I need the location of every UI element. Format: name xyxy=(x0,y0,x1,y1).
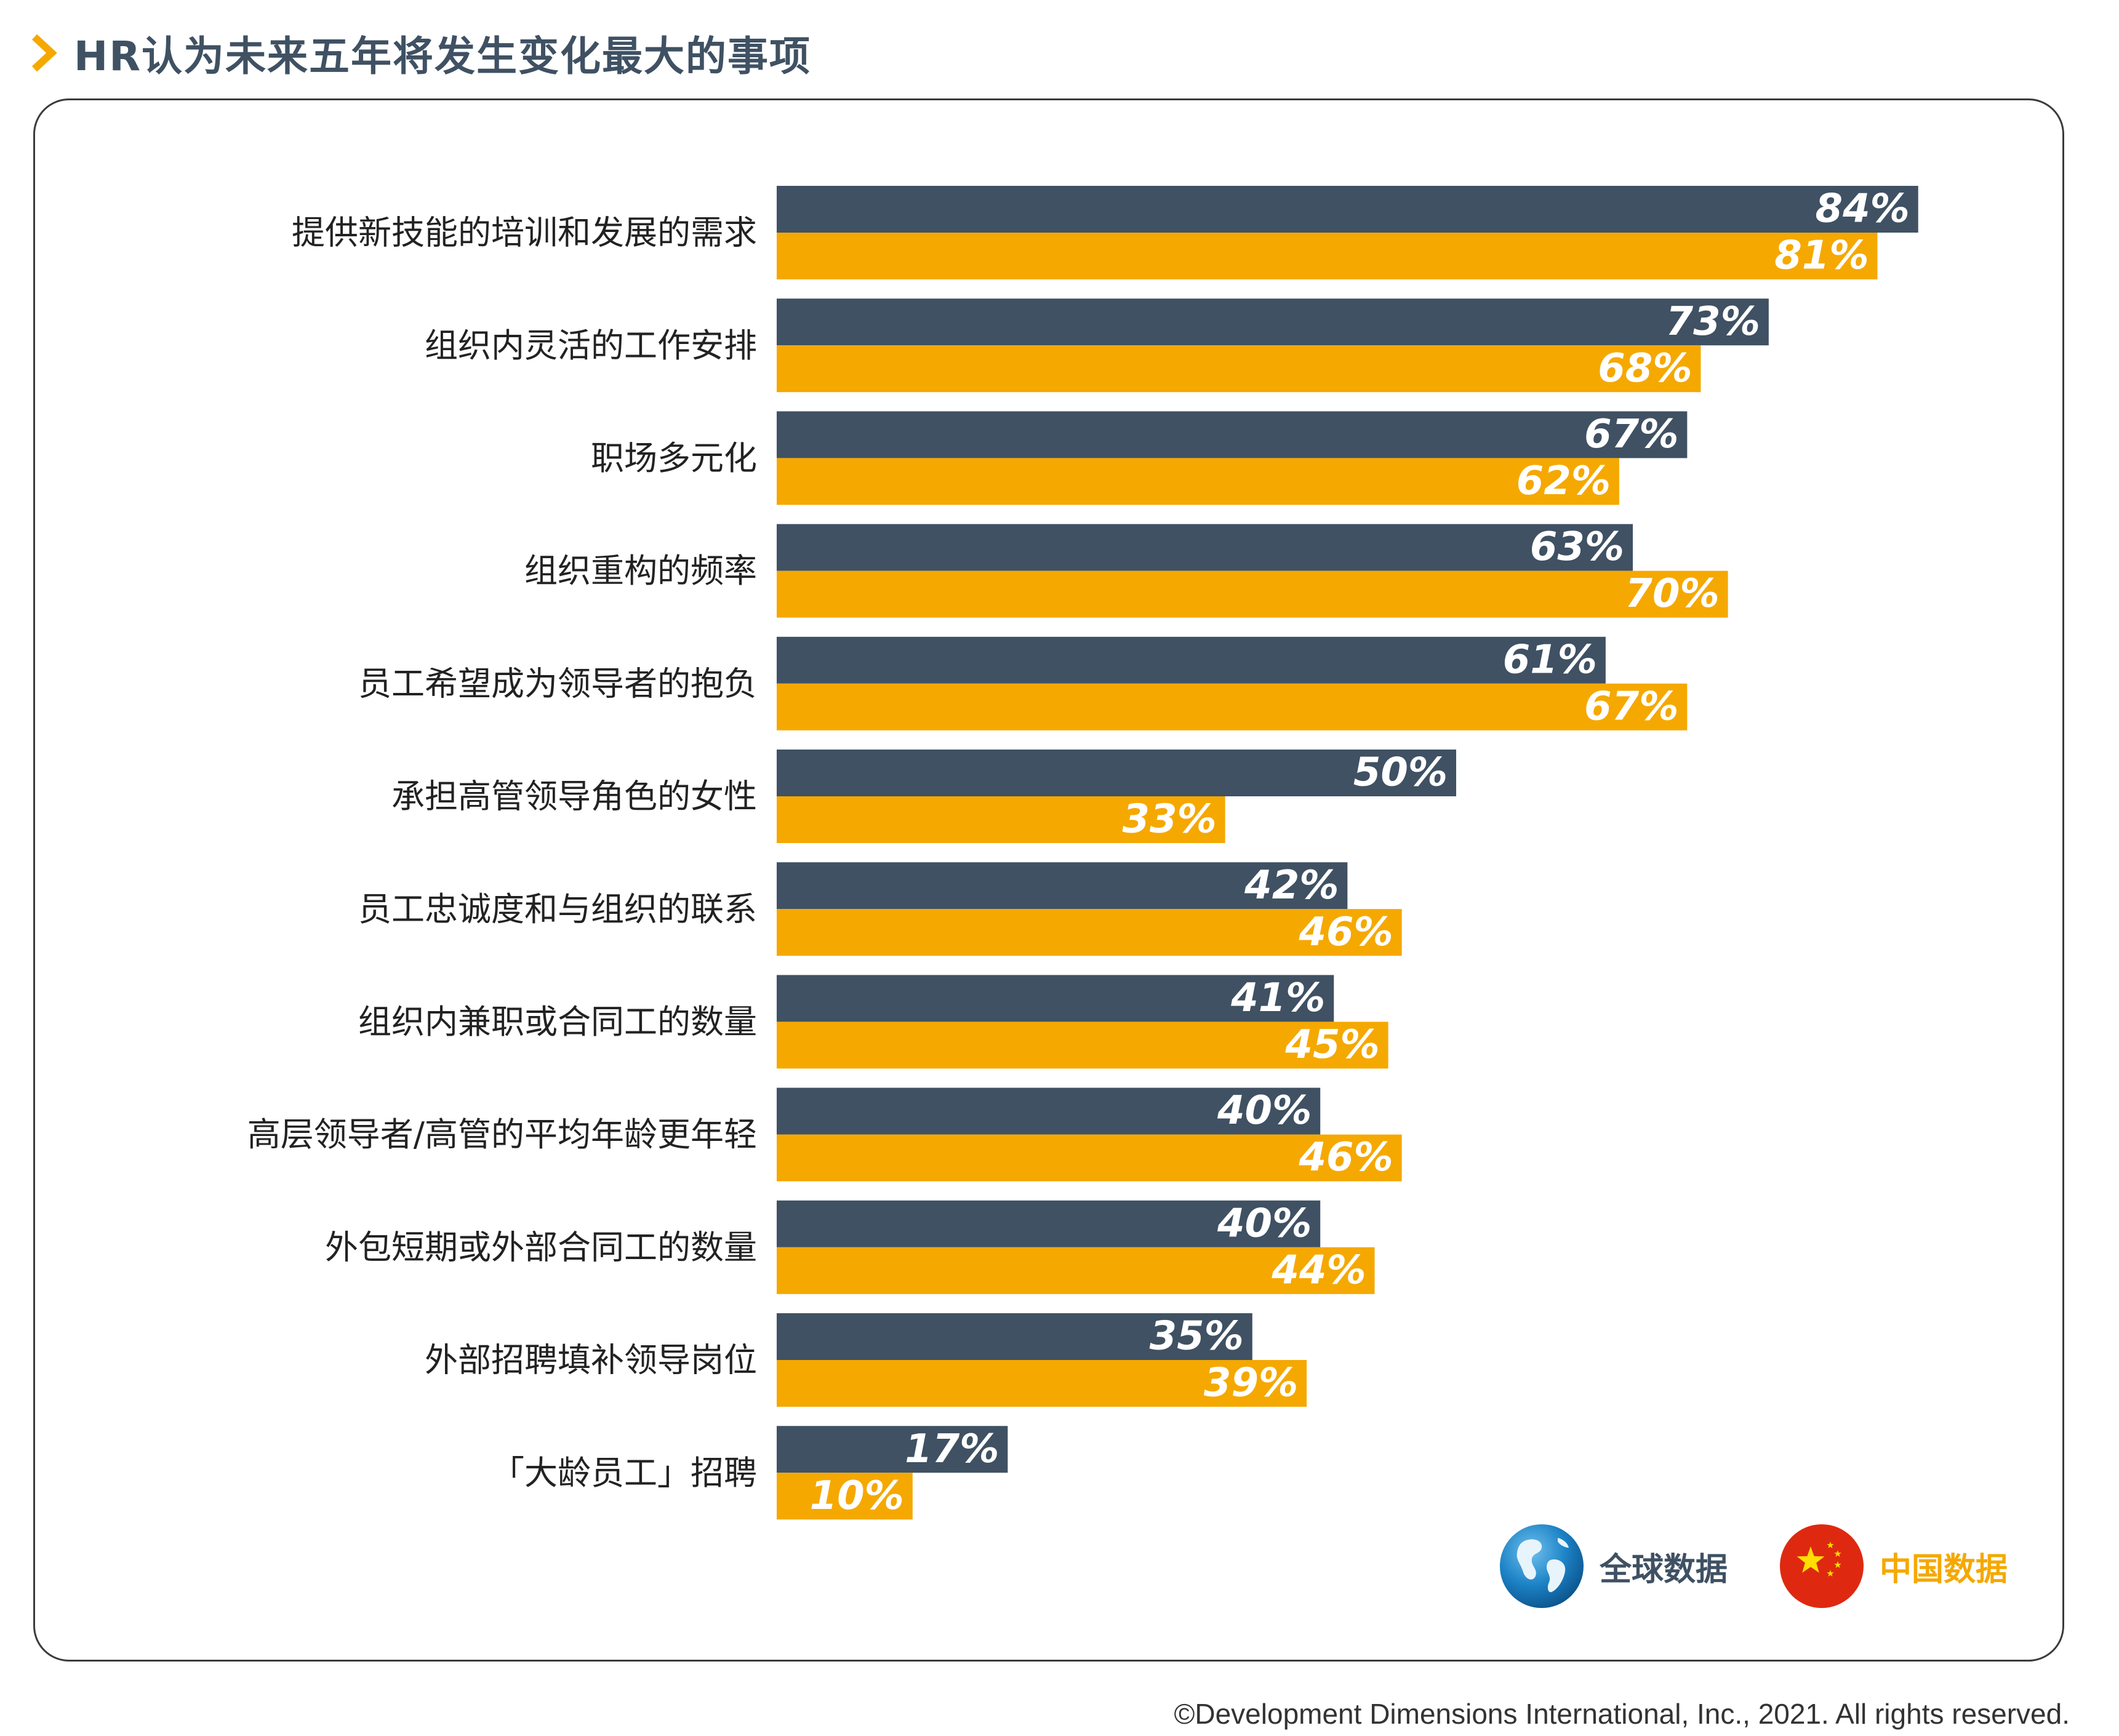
data-label-global: 73% xyxy=(1666,299,1760,345)
bar-global xyxy=(777,298,1769,346)
data-label-global: 40% xyxy=(1217,1201,1312,1246)
data-label-china: 67% xyxy=(1584,684,1678,729)
data-label-global: 63% xyxy=(1530,524,1624,570)
data-label-china: 62% xyxy=(1516,458,1611,504)
data-label-global: 67% xyxy=(1584,412,1678,457)
category-label: 承担高管领导角色的女性 xyxy=(391,777,757,816)
bar-global xyxy=(777,1200,1321,1247)
category-label: 组织内兼职或合同工的数量 xyxy=(358,1002,757,1041)
bar-global xyxy=(777,524,1633,571)
chevron-right-icon xyxy=(31,34,57,72)
bar-global xyxy=(777,411,1688,458)
bar-china xyxy=(777,796,1225,843)
data-label-china: 39% xyxy=(1204,1361,1298,1406)
data-label-global: 35% xyxy=(1150,1314,1244,1359)
bar-global xyxy=(777,1313,1252,1360)
bar-china xyxy=(777,1134,1402,1182)
bar-global xyxy=(777,750,1456,796)
chart-title: HR认为未来五年将发生变化最大的事项 xyxy=(74,33,812,80)
data-label-china: 45% xyxy=(1284,1022,1379,1068)
legend-item-china: 中国数据 xyxy=(1779,1520,2008,1612)
chart-header: HR认为未来五年将发生变化最大的事项 xyxy=(30,22,811,84)
data-label-global: 84% xyxy=(1816,186,1910,232)
data-label-global: 61% xyxy=(1503,637,1597,682)
china-flag-icon xyxy=(1780,1524,1864,1608)
bar-china xyxy=(777,458,1619,505)
bar-global xyxy=(777,862,1348,910)
bar-global xyxy=(777,975,1334,1022)
data-label-global: 42% xyxy=(1244,863,1339,908)
data-label-global: 40% xyxy=(1217,1088,1312,1134)
bar-china xyxy=(777,1473,913,1520)
category-label: 「大龄员工」招聘 xyxy=(491,1454,757,1492)
bar-global xyxy=(777,636,1606,684)
globe-icon xyxy=(1500,1524,1584,1608)
category-label: 外包短期或外部合同工的数量 xyxy=(325,1228,757,1266)
data-label-china: 46% xyxy=(1298,1135,1393,1180)
category-label: 员工希望成为领导者的抱负 xyxy=(358,664,757,703)
category-label: 组织内灵活的工作安排 xyxy=(425,326,757,365)
category-label: 员工忠诚度和与组织的联系 xyxy=(358,890,757,929)
bar-china xyxy=(777,683,1688,730)
category-label: 高层领导者/高管的平均年龄更年轻 xyxy=(247,1115,757,1154)
chart-panel xyxy=(33,98,2064,1662)
category-label: 组织重构的频率 xyxy=(524,551,757,590)
data-label-china: 44% xyxy=(1271,1247,1366,1293)
legend-label-china: 中国数据 xyxy=(1880,1551,2008,1588)
data-label-china: 10% xyxy=(810,1473,904,1519)
copyright-text: ©Development Dimensions International, I… xyxy=(1174,1698,2070,1730)
bar-china xyxy=(777,1247,1375,1294)
data-label-china: 81% xyxy=(1774,233,1869,279)
bar-china xyxy=(777,1360,1307,1407)
category-label: 职场多元化 xyxy=(591,439,757,478)
legend-item-global: 全球数据 xyxy=(1499,1520,1728,1612)
bar-china xyxy=(777,570,1728,618)
bar-china xyxy=(777,909,1402,956)
bar-global xyxy=(777,186,1918,233)
data-label-china: 68% xyxy=(1598,346,1692,391)
bar-global xyxy=(777,1087,1321,1135)
data-label-global: 50% xyxy=(1353,750,1448,796)
data-label-global: 17% xyxy=(905,1426,999,1472)
bar-china xyxy=(777,1022,1388,1069)
bar-china xyxy=(777,233,1878,279)
bar-global xyxy=(777,1426,1008,1473)
category-label: 外部招聘填补领导岗位 xyxy=(425,1341,757,1380)
data-label-global: 41% xyxy=(1230,975,1325,1021)
legend-label-global: 全球数据 xyxy=(1600,1551,1728,1588)
data-label-china: 33% xyxy=(1122,797,1216,842)
category-label: 提供新技能的培训和发展的需求 xyxy=(292,214,757,252)
data-label-china: 46% xyxy=(1298,910,1393,955)
bar-china xyxy=(777,345,1701,393)
data-label-china: 70% xyxy=(1625,571,1719,617)
